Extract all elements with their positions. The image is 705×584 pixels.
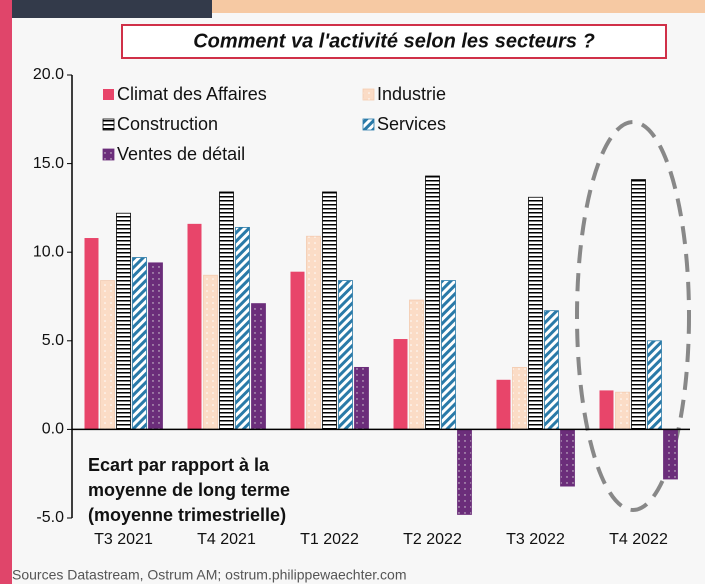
annotation: (moyenne trimestrielle) [88, 505, 286, 525]
bar [528, 196, 543, 430]
x-tick-label: T3 2021 [94, 531, 153, 548]
x-tick-label: T3 2022 [506, 531, 565, 548]
bar [187, 223, 202, 430]
bar [425, 175, 440, 430]
bar [544, 310, 559, 430]
legend-label: Climat des Affaires [117, 84, 267, 104]
bar [599, 390, 614, 430]
legend-swatch [103, 89, 114, 100]
legend-swatch [102, 118, 115, 131]
bar [290, 271, 305, 430]
highlight-ellipse [575, 120, 691, 512]
x-tick-label: T4 2021 [197, 531, 256, 548]
chart-title: Comment va l'activité selon les secteurs… [193, 30, 595, 52]
side-strip [0, 0, 12, 584]
bar [560, 428, 575, 487]
y-tick-label: 0.0 [42, 421, 64, 438]
bar [148, 262, 163, 430]
legend-swatch [362, 88, 375, 101]
legend-label: Ventes de détail [117, 144, 245, 164]
bar [615, 391, 630, 430]
bar [251, 303, 266, 430]
x-tick-label: T4 2022 [609, 531, 668, 548]
y-tick-label: 5.0 [42, 332, 64, 349]
bar [235, 226, 250, 430]
legend-label: Services [377, 114, 446, 134]
annotation: moyenne de long terme [88, 480, 290, 500]
bar [631, 179, 646, 430]
bar [512, 366, 527, 430]
bar [338, 280, 353, 430]
bar [322, 191, 337, 430]
bar [219, 191, 234, 430]
bar [663, 428, 678, 480]
bar [441, 280, 456, 430]
bar [393, 339, 408, 430]
y-tick-label: 10.0 [33, 243, 64, 260]
legend-label: Construction [117, 114, 218, 134]
bar [203, 274, 218, 430]
bar [132, 257, 147, 430]
bar [409, 299, 424, 430]
y-tick-label: -5.0 [36, 509, 64, 526]
bar [100, 280, 115, 430]
header-banner [212, 0, 705, 13]
bar [116, 212, 131, 430]
annotation: Ecart par rapport à la [88, 455, 270, 475]
bar [457, 428, 472, 515]
header-image [12, 0, 212, 18]
y-tick-label: 15.0 [33, 155, 64, 172]
bar [496, 379, 511, 430]
title-box [121, 24, 667, 59]
bar [647, 340, 662, 430]
source: Sources Datastream, Ostrum AM; ostrum.ph… [12, 567, 406, 583]
x-tick-label: T2 2022 [403, 531, 462, 548]
legend-swatch [362, 118, 375, 131]
x-tick-label: T1 2022 [300, 531, 359, 548]
bar [354, 366, 369, 430]
y-tick-label: 20.0 [33, 66, 64, 83]
legend-label: Industrie [377, 84, 446, 104]
bar [84, 238, 99, 430]
bar [306, 235, 321, 430]
legend-swatch [102, 148, 115, 161]
